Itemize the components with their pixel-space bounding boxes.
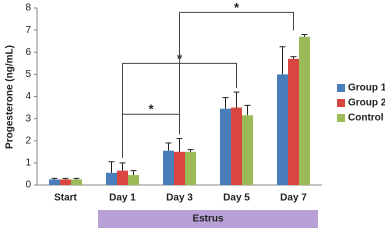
y-tick-label: 8 [25, 3, 31, 14]
y-axis-label: Progesterone (ng/mL) [5, 45, 16, 149]
error-bar [62, 177, 69, 180]
bar [277, 74, 288, 185]
bar [242, 115, 253, 185]
error-bar [176, 138, 183, 152]
bar [299, 36, 310, 186]
y-tick-label: 1 [25, 158, 31, 169]
legend-swatch [337, 99, 345, 107]
chart: Progesterone (ng/mL) 0 1 2 3 4 5 6 7 8 Start Day 1… [5, 0, 385, 228]
y-tick-label: 2 [25, 135, 31, 146]
error-bar [279, 46, 286, 75]
error-bar [301, 34, 308, 37]
bar [231, 107, 242, 185]
bar [288, 58, 299, 186]
error-bar [51, 177, 58, 180]
significance-label: * [148, 102, 154, 117]
bar [49, 179, 60, 185]
legend-label: Group 1 [348, 83, 385, 94]
error-bar [244, 104, 251, 116]
y-tick-label: 6 [25, 47, 31, 58]
legend-swatch [337, 84, 345, 92]
significance-bracket [179, 11, 294, 135]
legend-label: Control [348, 113, 384, 124]
bar [185, 151, 196, 185]
bar [71, 179, 82, 185]
bar [128, 175, 139, 185]
significance-label: * [234, 0, 240, 15]
error-bar [233, 91, 240, 108]
bar [163, 150, 174, 185]
x-tick-label: Day 5 [223, 193, 250, 204]
y-tick-label: 3 [25, 113, 31, 124]
error-bar [165, 142, 172, 151]
error-bar [73, 177, 80, 180]
y-tick-label: 4 [25, 91, 31, 102]
error-bar [187, 149, 194, 152]
bar [106, 172, 117, 185]
y-tick-label: 0 [25, 180, 31, 191]
bar [220, 108, 231, 185]
x-tick-label: Day 1 [109, 193, 136, 204]
error-bar [119, 162, 126, 171]
error-bar [108, 161, 115, 173]
x-tick-label: Day 7 [280, 193, 307, 204]
error-bar [222, 97, 229, 109]
y-tick-label: 5 [25, 69, 31, 80]
error-bar [130, 170, 137, 176]
bar [60, 179, 71, 185]
legend-swatch [337, 114, 345, 122]
bar [117, 170, 128, 185]
x-tick-label: Day 3 [166, 193, 193, 204]
bar [174, 151, 185, 185]
span-label: Estrus [192, 214, 224, 225]
y-tick-label: 7 [25, 25, 31, 36]
x-tick-label: Start [54, 193, 77, 204]
estrus-span [98, 210, 318, 228]
legend-label: Group 2 [348, 98, 385, 109]
error-bar [290, 56, 297, 59]
